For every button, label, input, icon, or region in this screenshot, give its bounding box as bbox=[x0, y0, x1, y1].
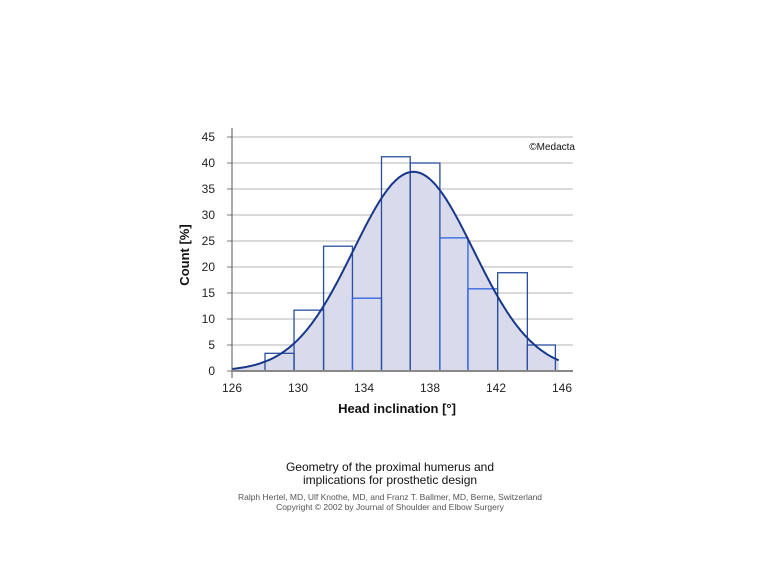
y-tick-label: 30 bbox=[202, 208, 216, 222]
x-tick-label: 134 bbox=[354, 381, 374, 395]
x-axis-label: Head inclination [°] bbox=[338, 401, 456, 416]
histogram-chart: 0 5 10 15 20 25 30 35 40 45 126 130 134 138 142 146 He… bbox=[177, 128, 575, 416]
y-axis-label: Count [%] bbox=[177, 224, 192, 285]
x-tick-labels: 126 130 134 138 142 146 bbox=[222, 381, 572, 395]
caption-meta: Ralph Hertel, MD, Ulf Knothe, MD, and Fr… bbox=[0, 492, 780, 512]
x-tick-label: 142 bbox=[486, 381, 506, 395]
y-tick-label: 15 bbox=[202, 286, 216, 300]
watermark: ©Medacta bbox=[529, 142, 575, 153]
curve-fill-area bbox=[232, 171, 559, 371]
y-tick-label: 0 bbox=[208, 364, 215, 378]
caption-title-line1: Geometry of the proximal humerus and bbox=[285, 460, 495, 474]
x-tick-label: 146 bbox=[552, 381, 572, 395]
y-tick-label: 5 bbox=[208, 338, 215, 352]
caption-title: Geometry of the proximal humerus and imp… bbox=[0, 461, 780, 487]
caption-authors: Ralph Hertel, MD, Ulf Knothe, MD, and Fr… bbox=[237, 492, 543, 502]
y-tick-label: 40 bbox=[202, 156, 216, 170]
y-tick-labels: 0 5 10 15 20 25 30 35 40 45 bbox=[202, 130, 216, 378]
caption-copyright: Copyright © 2002 by Journal of Shoulder … bbox=[276, 502, 504, 512]
y-tick-label: 20 bbox=[202, 260, 216, 274]
y-tick-label: 25 bbox=[202, 234, 216, 248]
y-tick-label: 35 bbox=[202, 182, 216, 196]
axes bbox=[231, 128, 573, 378]
x-tick-label: 130 bbox=[288, 381, 308, 395]
x-tick-label: 126 bbox=[222, 381, 242, 395]
y-tick-label: 10 bbox=[202, 312, 216, 326]
y-tick-label: 45 bbox=[202, 130, 216, 144]
x-tick-label: 138 bbox=[420, 381, 440, 395]
normal-fit-curve bbox=[231, 170, 560, 370]
caption-title-line2: implications for prosthetic design bbox=[302, 473, 478, 487]
